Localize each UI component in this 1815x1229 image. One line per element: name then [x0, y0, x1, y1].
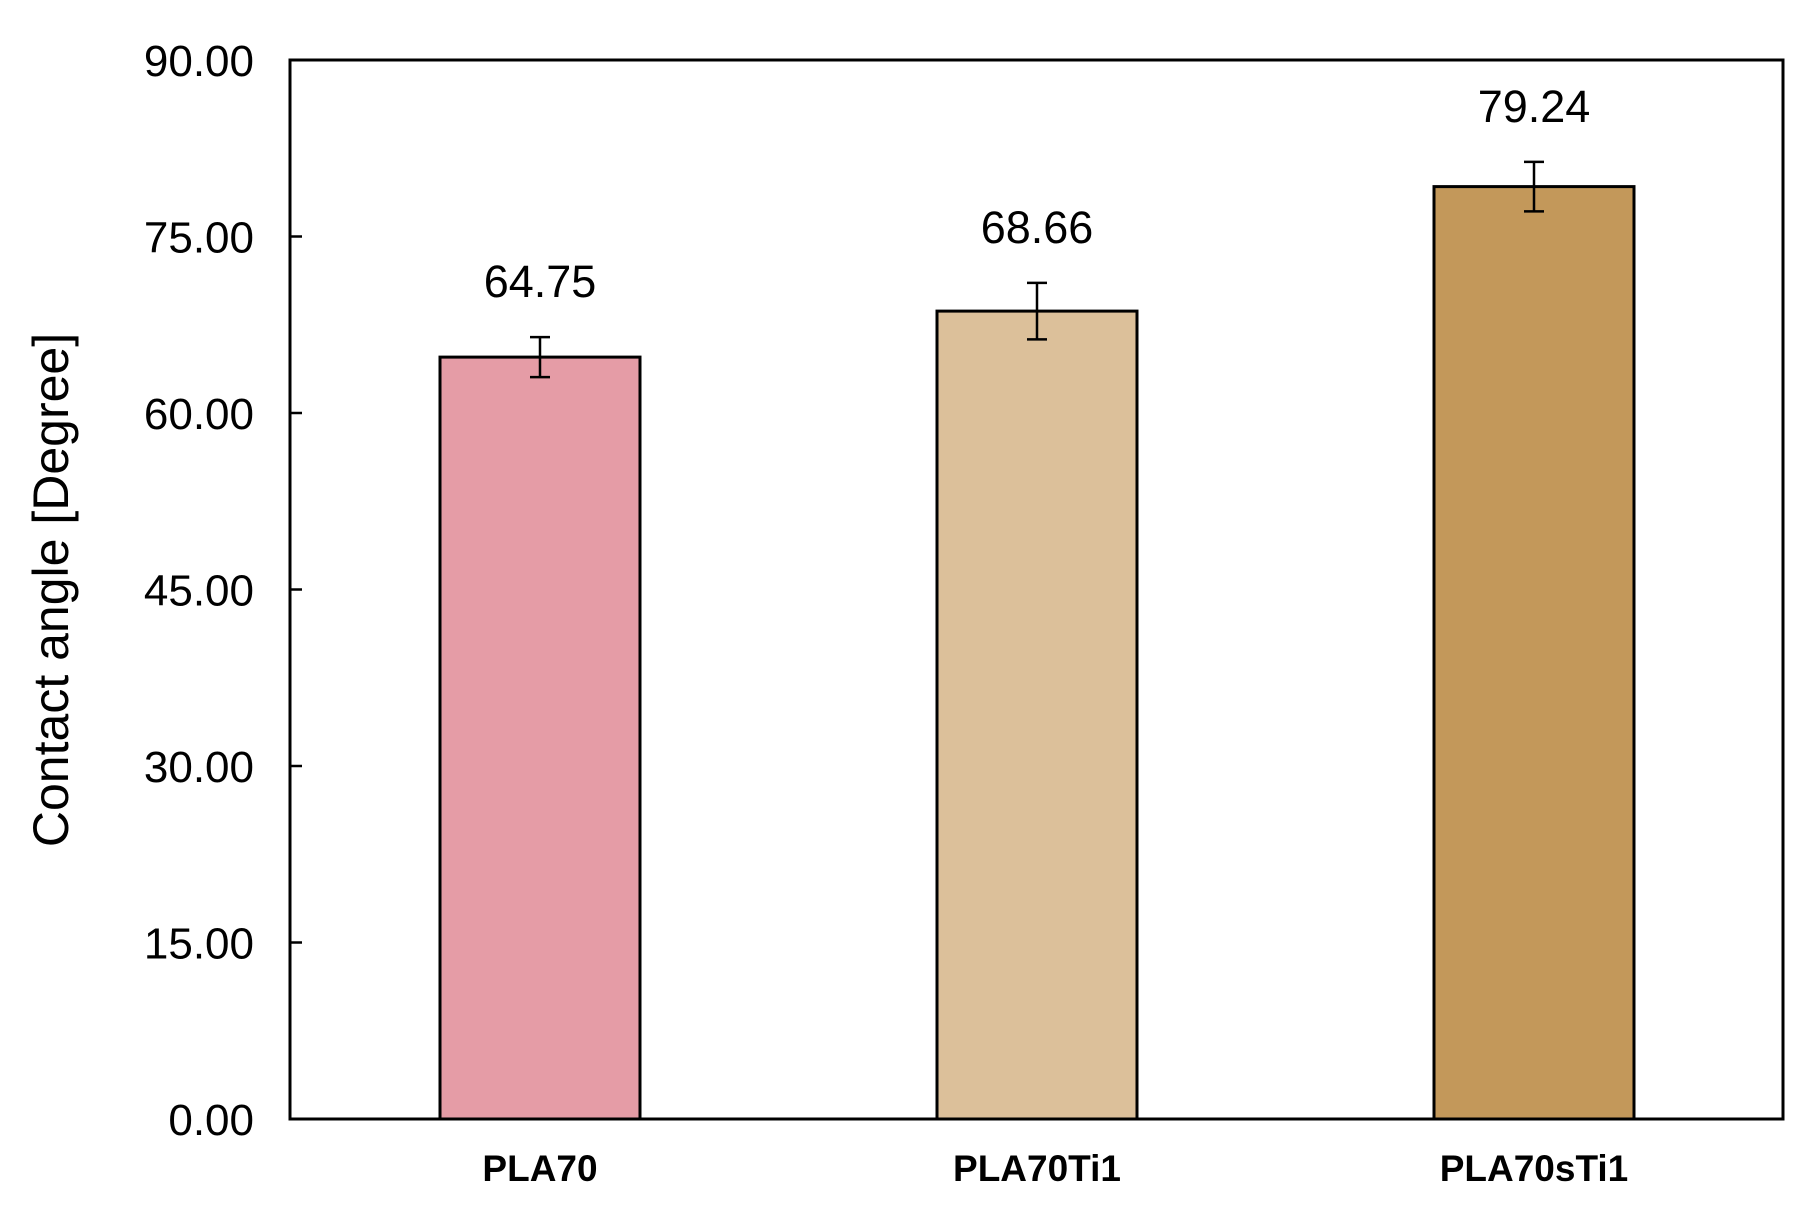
value-label: 64.75 [484, 256, 597, 307]
y-tick-label: 45.00 [144, 567, 254, 616]
y-axis-title: Contact angle [Degree] [23, 333, 79, 847]
y-tick-label: 15.00 [144, 920, 254, 969]
value-labels: 64.75 68.66 79.24 [484, 81, 1591, 307]
y-tick-label: 60.00 [144, 390, 254, 439]
bar-pla70 [438, 355, 642, 1121]
error-bar-pla70sti1 [1524, 160, 1544, 213]
category-labels: PLA70 PLA70Ti1 PLA70sTi1 [482, 1148, 1628, 1189]
category-label: PLA70Ti1 [953, 1148, 1121, 1189]
bar-pla70ti1 [935, 309, 1139, 1121]
y-tick-label: 75.00 [144, 214, 254, 263]
y-tick-label: 30.00 [144, 743, 254, 792]
y-tick-label: 0.00 [168, 1096, 254, 1145]
plot-frame [288, 58, 1785, 1121]
value-label: 79.24 [1478, 81, 1591, 132]
category-label: PLA70sTi1 [1440, 1148, 1629, 1189]
y-tick-label: 90.00 [144, 37, 254, 86]
bar-pla70sti1 [1432, 185, 1636, 1121]
error-bar-pla70ti1 [1027, 281, 1047, 341]
error-bar-pla70 [530, 335, 550, 379]
error-bars [530, 160, 1544, 379]
y-axis-ticks: 0.00 15.00 30.00 45.00 60.00 75.00 90.00 [144, 37, 302, 1145]
bars [438, 185, 1636, 1121]
y-axis-title-group: Contact angle [Degree] [23, 333, 79, 847]
category-label: PLA70 [482, 1148, 597, 1189]
value-label: 68.66 [981, 202, 1094, 253]
